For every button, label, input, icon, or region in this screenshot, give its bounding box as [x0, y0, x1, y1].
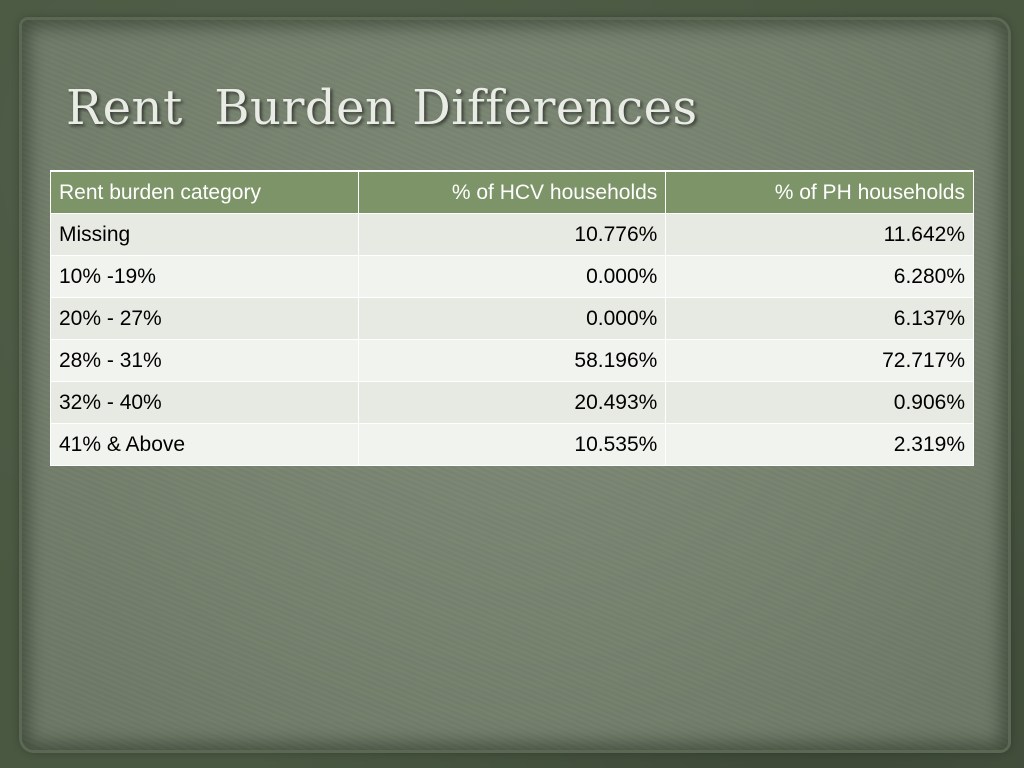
slide-title: Rent Burden Differences [66, 80, 698, 136]
cell-hcv: 20.493% [357, 381, 667, 424]
header-category: Rent burden category [50, 170, 359, 214]
cell-hcv: 0.000% [357, 297, 667, 340]
rent-burden-table: Rent burden category % of HCV households… [50, 170, 974, 466]
table-header-row: Rent burden category % of HCV households… [50, 170, 974, 214]
table-header: Rent burden category % of HCV households… [50, 170, 974, 214]
table-row: 28% - 31% 58.196% 72.717% [50, 339, 974, 382]
table-row: 20% - 27% 0.000% 6.137% [50, 297, 974, 340]
header-hcv: % of HCV households [357, 170, 667, 214]
cell-category: 41% & Above [50, 423, 359, 466]
table-row: 41% & Above 10.535% 2.319% [50, 423, 974, 466]
cell-ph: 0.906% [665, 381, 974, 424]
cell-category: 10% -19% [50, 255, 359, 298]
cell-hcv: 10.535% [357, 423, 667, 466]
table-row: 32% - 40% 20.493% 0.906% [50, 381, 974, 424]
cell-hcv: 0.000% [357, 255, 667, 298]
cell-category: 20% - 27% [50, 297, 359, 340]
cell-ph: 72.717% [665, 339, 974, 382]
cell-ph: 6.137% [665, 297, 974, 340]
table-row: 10% -19% 0.000% 6.280% [50, 255, 974, 298]
cell-category: Missing [50, 213, 359, 256]
cell-ph: 6.280% [665, 255, 974, 298]
table-body: Missing 10.776% 11.642% 10% -19% 0.000% … [50, 213, 974, 466]
table-row: Missing 10.776% 11.642% [50, 213, 974, 256]
cell-ph: 11.642% [665, 213, 974, 256]
cell-category: 28% - 31% [50, 339, 359, 382]
cell-hcv: 10.776% [357, 213, 667, 256]
header-ph: % of PH households [665, 170, 974, 214]
cell-hcv: 58.196% [357, 339, 667, 382]
cell-category: 32% - 40% [50, 381, 359, 424]
cell-ph: 2.319% [665, 423, 974, 466]
